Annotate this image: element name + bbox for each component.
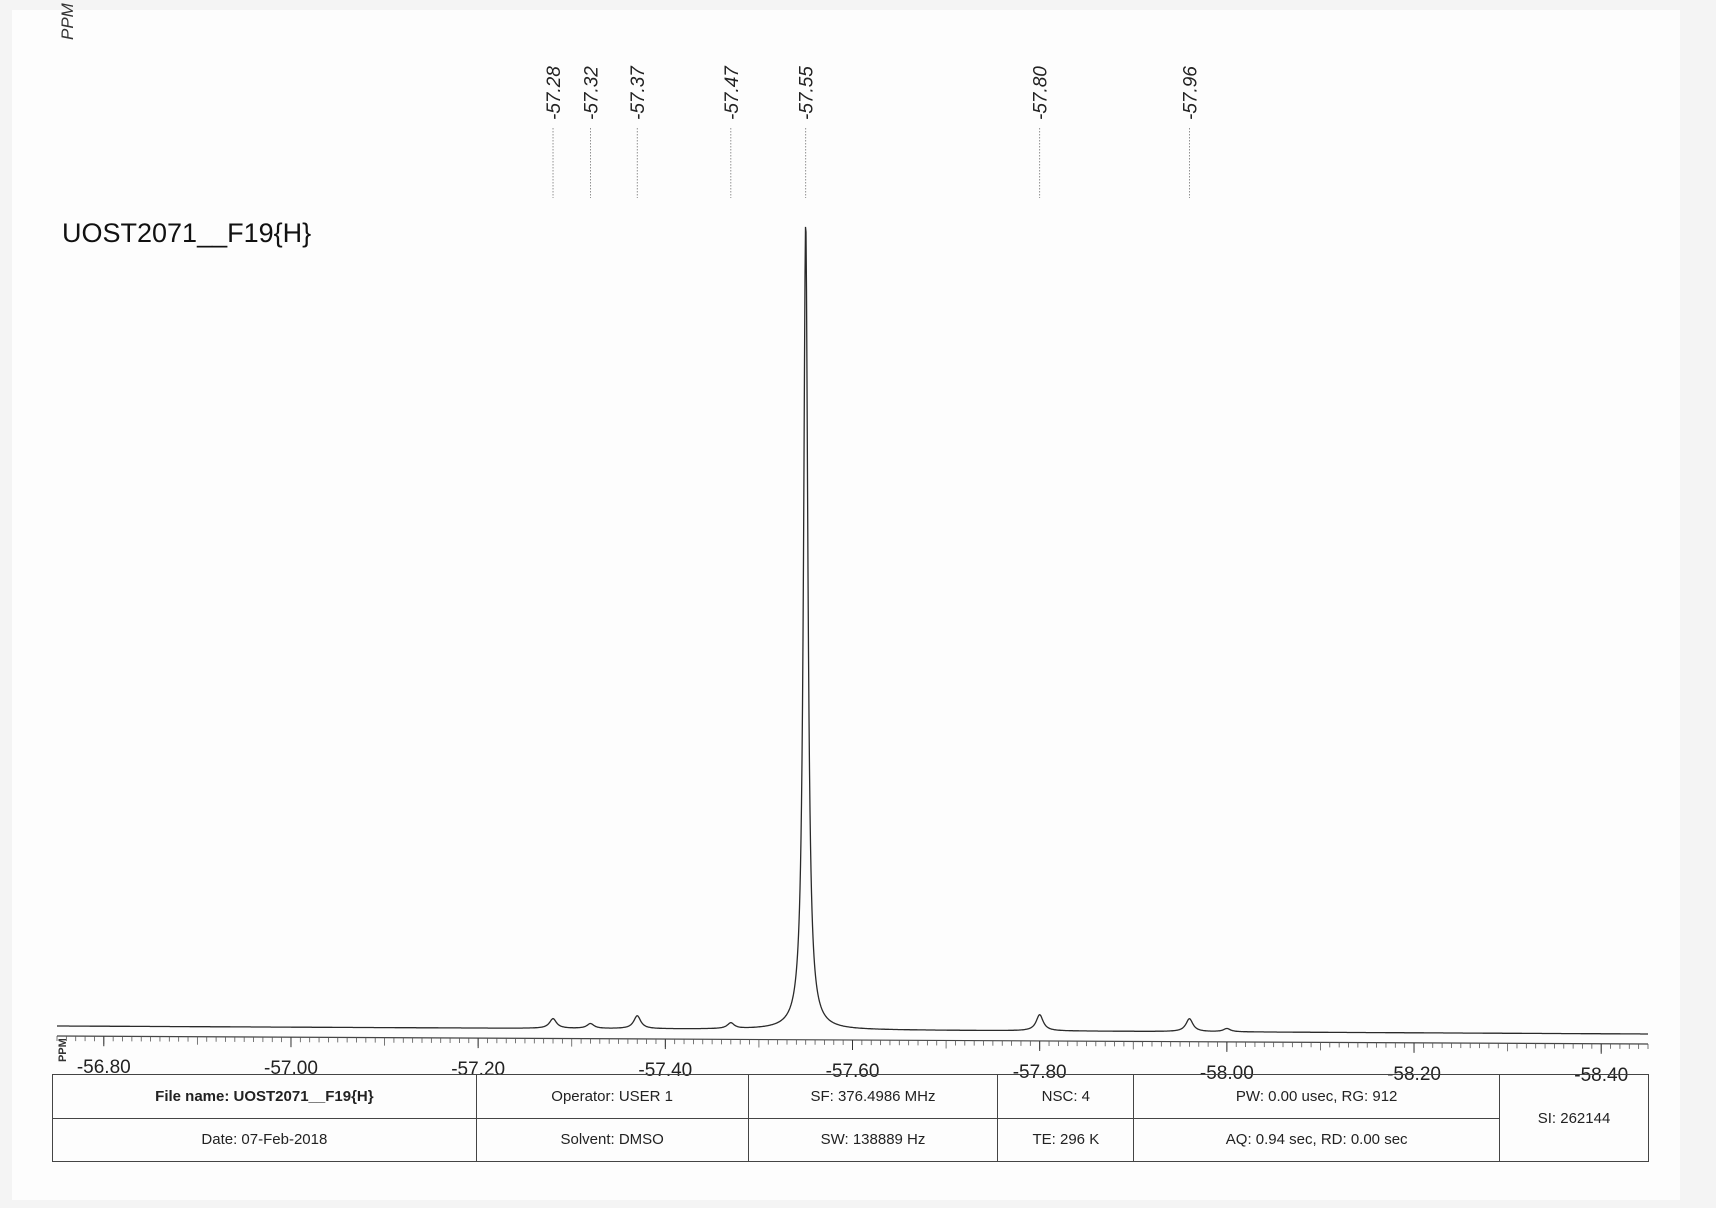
scan-count-cell: NSC: 4: [997, 1074, 1135, 1119]
peak-label: -57.96: [1180, 66, 1201, 120]
sweep-width-cell: SW: 138889 Hz: [747, 1117, 999, 1162]
acquisition-time-cell: AQ: 0.94 sec, RD: 0.00 sec: [1133, 1117, 1501, 1162]
peak-label: -57.80: [1031, 66, 1052, 120]
file-name-cell: File name: UOST2071__F19{H}: [52, 1074, 477, 1119]
spectrum-paper: [12, 10, 1680, 1200]
sample-title: UOST2071__F19{H}: [62, 218, 312, 248]
x-tick-label: -57.00: [264, 1058, 318, 1079]
size-cell: SI: 262144: [1499, 1074, 1649, 1162]
spectrometer-frequency-cell: SF: 376.4986 MHz: [747, 1074, 999, 1119]
ppm-axis-side-label: PPM: [57, 1038, 69, 1062]
pulse-width-gain-cell: PW: 0.00 usec, RG: 912: [1133, 1074, 1501, 1119]
peak-label: -57.47: [722, 65, 743, 120]
acquisition-parameters-table: File name: UOST2071__F19{H} Operator: US…: [52, 1074, 1649, 1162]
temperature-cell: TE: 296 K: [997, 1117, 1135, 1162]
peak-label: -57.32: [581, 66, 602, 120]
ppm-unit-label: PPM: [58, 3, 77, 40]
solvent-cell: Solvent: DMSO: [475, 1117, 749, 1162]
spectrum-trace: [57, 226, 1648, 1035]
peak-label: -57.28: [544, 66, 565, 120]
x-tick-label: -56.80: [77, 1057, 131, 1078]
peak-label: -57.37: [628, 65, 649, 120]
operator-cell: Operator: USER 1: [475, 1074, 749, 1119]
date-cell: Date: 07-Feb-2018: [52, 1117, 477, 1162]
peak-label: -57.55: [797, 66, 818, 120]
